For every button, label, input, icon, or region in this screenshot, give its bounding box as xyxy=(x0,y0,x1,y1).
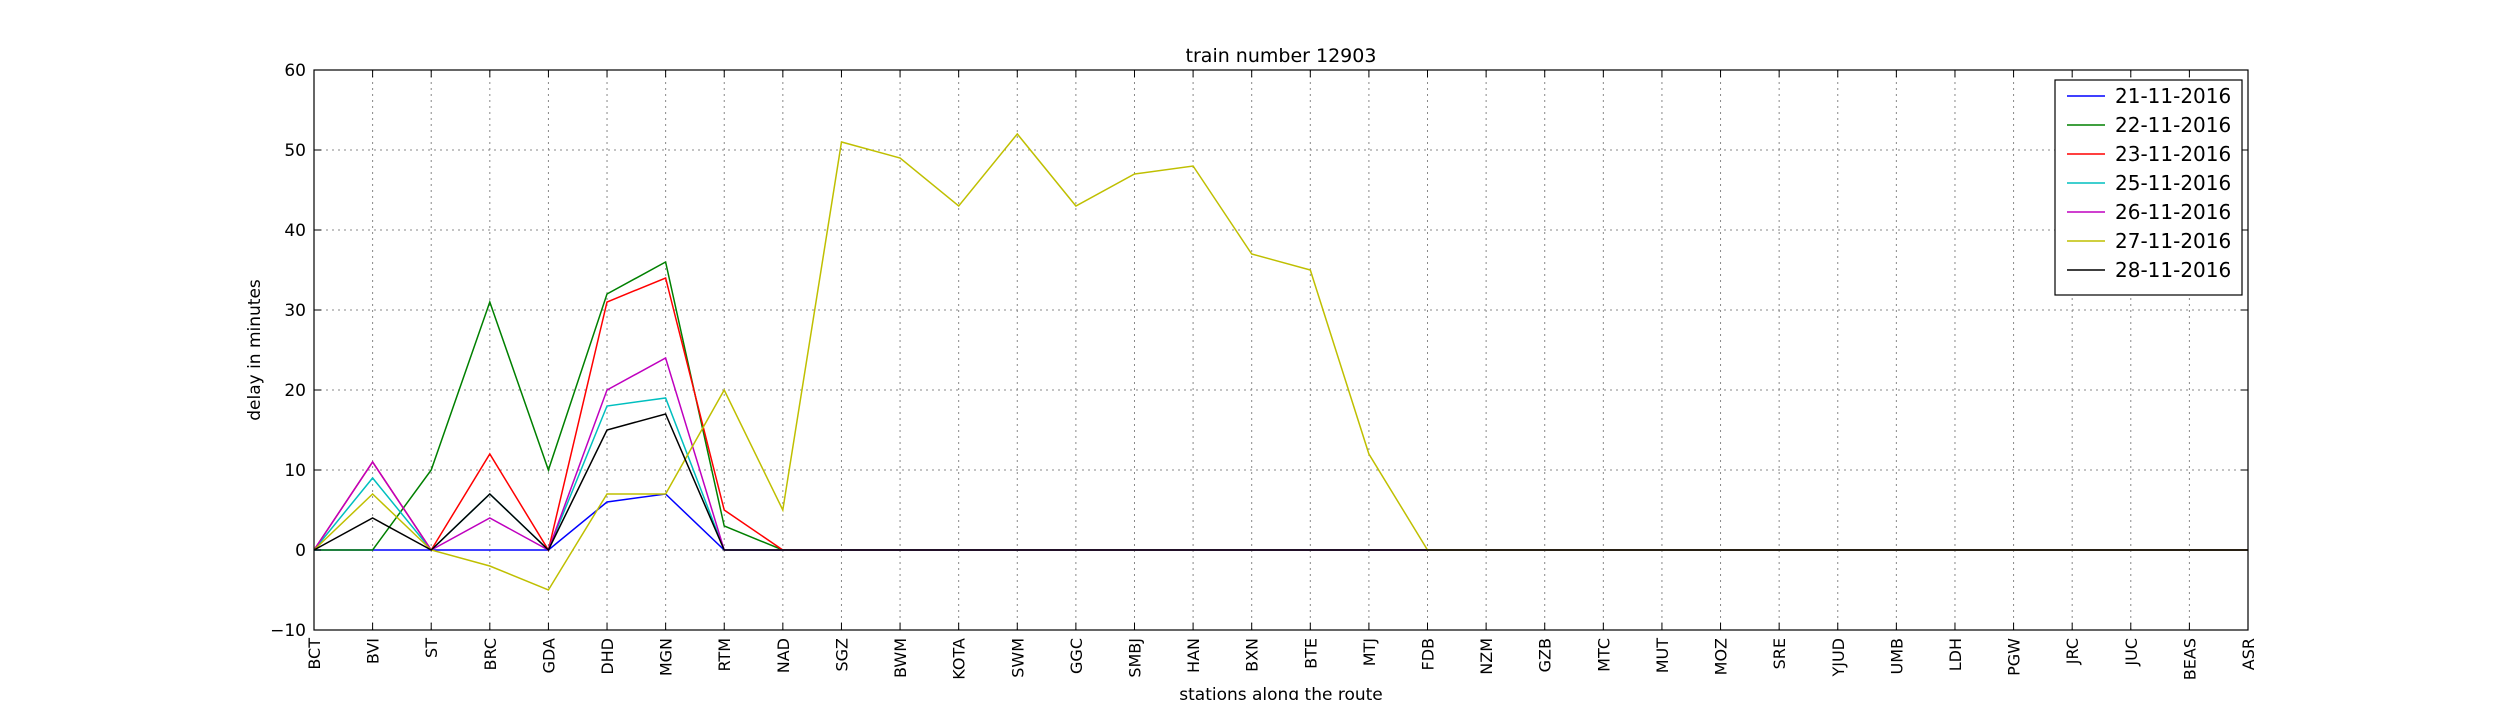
x-tick-label: MGN xyxy=(657,638,676,676)
x-tick-label: HAN xyxy=(1184,638,1203,673)
series-line-26-11-2016 xyxy=(313,356,2248,552)
x-tick-label: GGC xyxy=(1067,638,1086,674)
y-tick-label: 60 xyxy=(284,61,306,81)
legend-entry: 25-11-2016 xyxy=(2115,171,2231,195)
x-tick-label: MTC xyxy=(1594,638,1613,672)
x-tick-label: RTM xyxy=(715,638,734,672)
x-axis-ticks: BCT BVI ST BRC GDA DHD MGN RTM NAD SGZ BWM KOTA SWM G… xyxy=(305,70,2258,680)
x-tick-label: BRC xyxy=(481,638,500,670)
legend-entry: 22-11-2016 xyxy=(2115,113,2231,137)
y-axis-label: delay in minutes xyxy=(245,279,265,421)
x-tick-label: MUT xyxy=(1653,638,1672,674)
x-tick-label: NAD xyxy=(774,638,793,673)
x-tick-label: BTE xyxy=(1301,638,1320,669)
x-tick-label: YJUD xyxy=(1829,638,1848,678)
x-tick-label: KOTA xyxy=(950,638,969,680)
x-tick-label: BVI xyxy=(364,638,383,664)
series-line-21-11-2016 xyxy=(314,493,2248,551)
y-tick-label: 30 xyxy=(284,301,306,321)
x-tick-label: GZB xyxy=(1536,638,1555,672)
x-tick-label: BEAS xyxy=(2180,638,2199,680)
x-tick-label: LDH xyxy=(1946,638,1965,671)
x-tick-label: PGW xyxy=(2005,638,2024,676)
y-axis-ticks: −10 0 10 20 30 40 50 60 xyxy=(270,61,2248,641)
legend-entry: 27-11-2016 xyxy=(2115,229,2231,253)
series-line-25-11-2016 xyxy=(313,397,2248,552)
y-tick-label: 40 xyxy=(284,221,306,241)
grid xyxy=(314,69,2248,631)
y-tick-label: 50 xyxy=(284,141,306,161)
x-tick-label: BCT xyxy=(305,638,324,670)
legend-entry: 28-11-2016 xyxy=(2115,258,2231,282)
y-tick-label: 10 xyxy=(284,461,306,481)
y-tick-label: 0 xyxy=(295,541,306,561)
series-lines xyxy=(313,132,2248,591)
legend-box xyxy=(2054,79,2243,296)
chart-title: train number 12903 xyxy=(1186,45,1377,67)
x-tick-label: GDA xyxy=(539,638,558,673)
x-tick-label: FDB xyxy=(1419,638,1438,671)
x-tick-label: SGZ xyxy=(832,638,851,672)
x-tick-label: BXN xyxy=(1243,638,1262,672)
x-tick-label: ASR xyxy=(2239,638,2258,670)
legend: 21-11-2016 22-11-2016 23-11-2016 25-11-2016… xyxy=(2054,79,2243,296)
legend-entry: 23-11-2016 xyxy=(2115,142,2231,166)
x-tick-label: JUC xyxy=(2122,638,2141,667)
x-tick-label: SMBJ xyxy=(1125,638,1144,678)
x-tick-label: JRC xyxy=(2063,638,2082,665)
x-tick-label: DHD xyxy=(598,638,617,675)
x-tick-label: SWM xyxy=(1008,638,1027,678)
series-line-27-11-2016 xyxy=(313,132,2248,591)
plot-area xyxy=(313,69,2249,631)
y-tick-label: −10 xyxy=(270,621,306,641)
x-tick-label: NZM xyxy=(1477,638,1496,675)
x-axis-label: stations along the route xyxy=(1179,685,1383,700)
legend-entry: 21-11-2016 xyxy=(2115,84,2231,108)
x-tick-label: MOZ xyxy=(1712,638,1731,675)
x-tick-label: UMB xyxy=(1887,638,1906,675)
series-line-22-11-2016 xyxy=(314,260,2248,551)
y-tick-label: 20 xyxy=(284,381,306,401)
x-tick-label: MTJ xyxy=(1360,638,1379,666)
x-tick-label: BWM xyxy=(891,638,910,678)
x-tick-label: ST xyxy=(422,638,441,658)
x-tick-label: SRE xyxy=(1770,638,1789,669)
legend-entry: 26-11-2016 xyxy=(2115,200,2231,224)
series-line-28-11-2016 xyxy=(313,413,2248,552)
